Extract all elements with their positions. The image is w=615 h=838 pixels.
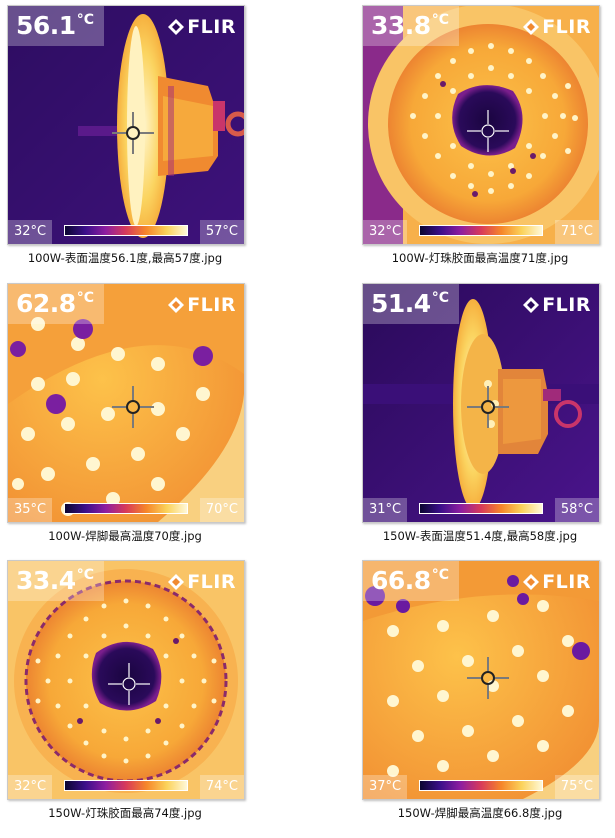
temperature-unit: °C	[76, 290, 94, 306]
scale-max: 75°C	[554, 775, 599, 799]
thermal-thumbnail[interactable]: 66.8 °C FLIR 37°C 75°C	[362, 560, 600, 800]
temperature-value: 56.1	[16, 11, 76, 40]
color-scale-bar	[64, 503, 188, 514]
thermal-image-tile[interactable]: 33.8 °C FLIR 32°C 71°C 100W-灯珠胶面最高温度71度.…	[355, 5, 605, 266]
scale-max: 70°C	[199, 498, 244, 522]
scale-min: 35°C	[8, 498, 53, 522]
file-caption[interactable]: 150W-灯珠胶面最高74度.jpg	[48, 806, 202, 820]
thermal-image-tile[interactable]: 33.4 °C FLIR 32°C 74°C 150W-灯珠胶面最高74度.jp…	[0, 560, 250, 821]
crosshair-icon	[467, 110, 509, 152]
color-scale-bar	[419, 225, 543, 236]
temperature-unit: °C	[76, 12, 94, 28]
flir-logo: FLIR	[168, 571, 236, 593]
flir-logo: FLIR	[523, 16, 591, 38]
flir-diamond-icon	[523, 297, 540, 313]
crosshair-icon	[467, 386, 509, 428]
scale-max: 71°C	[554, 220, 599, 244]
thermal-scene	[8, 284, 244, 522]
spot-temperature: 62.8 °C	[8, 284, 104, 324]
temperature-value: 33.8	[371, 11, 431, 40]
thermal-image-tile[interactable]: 66.8 °C FLIR 37°C 75°C 150W-焊脚最高温度66.8度.…	[355, 560, 605, 821]
crosshair-icon	[112, 386, 154, 428]
scale-min: 32°C	[8, 220, 53, 244]
brand-name: FLIR	[187, 16, 236, 38]
file-caption[interactable]: 150W-焊脚最高温度66.8度.jpg	[397, 806, 563, 820]
color-scale-bar	[64, 780, 188, 791]
flir-logo: FLIR	[523, 571, 591, 593]
thermal-scene	[363, 284, 599, 522]
thermal-scene	[363, 6, 599, 244]
crosshair-icon	[112, 112, 154, 154]
thermal-scene	[363, 561, 599, 799]
temperature-value: 51.4	[371, 289, 431, 318]
flir-logo: FLIR	[523, 294, 591, 316]
flir-diamond-icon	[168, 574, 185, 590]
thermal-thumbnail[interactable]: 33.4 °C FLIR 32°C 74°C	[7, 560, 245, 800]
brand-name: FLIR	[542, 571, 591, 593]
file-caption[interactable]: 100W-表面温度56.1度,最高57度.jpg	[27, 251, 223, 265]
scale-min: 32°C	[8, 775, 53, 799]
flir-diamond-icon	[523, 574, 540, 590]
temperature-value: 62.8	[16, 289, 76, 318]
temperature-unit: °C	[431, 290, 449, 306]
thermal-thumbnail[interactable]: 56.1 °C FLIR 32°C 57°C	[7, 5, 245, 245]
color-scale-bar	[419, 503, 543, 514]
flir-logo: FLIR	[168, 16, 236, 38]
scale-max: 57°C	[199, 220, 244, 244]
thermal-thumbnail[interactable]: 51.4 °C FLIR 31°C 58°C	[362, 283, 600, 523]
flir-diamond-icon	[168, 297, 185, 313]
spot-temperature: 51.4 °C	[363, 284, 459, 324]
spot-temperature: 33.8 °C	[363, 6, 459, 46]
crosshair-icon	[467, 657, 509, 699]
temperature-unit: °C	[431, 12, 449, 28]
temperature-value: 33.4	[16, 566, 76, 595]
brand-name: FLIR	[187, 294, 236, 316]
brand-name: FLIR	[542, 294, 591, 316]
thermal-thumbnail[interactable]: 33.8 °C FLIR 32°C 71°C	[362, 5, 600, 245]
brand-name: FLIR	[187, 571, 236, 593]
thermal-thumbnail[interactable]: 62.8 °C FLIR 35°C 70°C	[7, 283, 245, 523]
temperature-scale: 37°C 75°C	[363, 775, 599, 799]
temperature-unit: °C	[431, 567, 449, 583]
scale-min: 37°C	[363, 775, 408, 799]
thermal-image-tile[interactable]: 51.4 °C FLIR 31°C 58°C 150W-表面温度51.4度,最高…	[355, 283, 605, 544]
spot-temperature: 33.4 °C	[8, 561, 104, 601]
file-caption[interactable]: 100W-焊脚最高温度70度.jpg	[48, 529, 202, 543]
temperature-scale: 32°C 57°C	[8, 220, 244, 244]
spot-temperature: 56.1 °C	[8, 6, 104, 46]
flir-diamond-icon	[168, 19, 185, 35]
file-caption[interactable]: 150W-表面温度51.4度,最高58度.jpg	[382, 529, 578, 543]
temperature-scale: 35°C 70°C	[8, 498, 244, 522]
flir-logo: FLIR	[168, 294, 236, 316]
crosshair-icon	[108, 663, 150, 705]
brand-name: FLIR	[542, 16, 591, 38]
scale-min: 32°C	[363, 220, 408, 244]
file-caption[interactable]: 100W-灯珠胶面最高温度71度.jpg	[391, 251, 569, 265]
color-scale-bar	[64, 225, 188, 236]
thermal-scene	[8, 561, 244, 799]
scale-max: 74°C	[199, 775, 244, 799]
thermal-image-tile[interactable]: 56.1 °C FLIR 32°C 57°C 100W-表面温度56	[0, 5, 250, 266]
temperature-value: 66.8	[371, 566, 431, 595]
flir-diamond-icon	[523, 19, 540, 35]
temperature-unit: °C	[76, 567, 94, 583]
scale-min: 31°C	[363, 498, 408, 522]
thermal-image-tile[interactable]: 62.8 °C FLIR 35°C 70°C 100W-焊脚最高温度70度.jp…	[0, 283, 250, 544]
temperature-scale: 32°C 71°C	[363, 220, 599, 244]
temperature-scale: 32°C 74°C	[8, 775, 244, 799]
color-scale-bar	[419, 780, 543, 791]
thermal-scene	[8, 6, 244, 244]
temperature-scale: 31°C 58°C	[363, 498, 599, 522]
scale-max: 58°C	[554, 498, 599, 522]
spot-temperature: 66.8 °C	[363, 561, 459, 601]
